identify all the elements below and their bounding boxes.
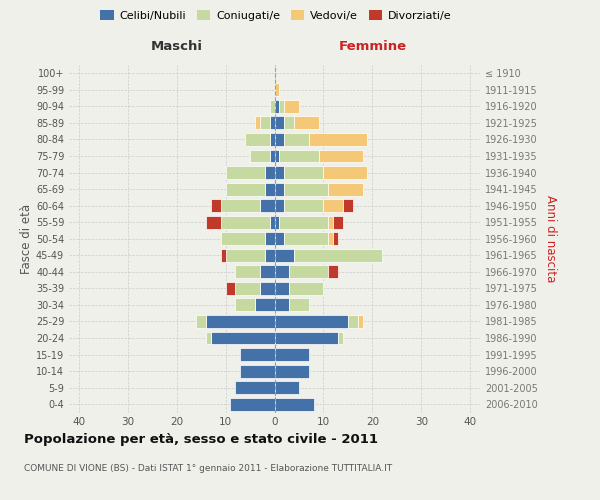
Bar: [235, 266, 260, 278]
Y-axis label: Anni di nascita: Anni di nascita: [544, 195, 557, 282]
Bar: [280, 150, 319, 162]
Bar: [284, 182, 328, 196]
Bar: [338, 332, 343, 344]
Bar: [245, 133, 269, 146]
Bar: [358, 315, 362, 328]
Bar: [275, 166, 284, 179]
Bar: [275, 315, 348, 328]
Bar: [265, 249, 275, 262]
Legend: Celibi/Nubili, Coniugati/e, Vedovi/e, Divorziati/e: Celibi/Nubili, Coniugati/e, Vedovi/e, Di…: [96, 6, 456, 25]
Bar: [255, 116, 260, 130]
Bar: [275, 266, 289, 278]
Bar: [289, 266, 328, 278]
Bar: [230, 398, 275, 410]
Bar: [294, 249, 382, 262]
Bar: [284, 100, 299, 113]
Bar: [284, 116, 294, 130]
Bar: [226, 166, 265, 179]
Bar: [206, 315, 275, 328]
Bar: [221, 232, 265, 245]
Bar: [275, 100, 280, 113]
Bar: [275, 150, 280, 162]
Bar: [275, 84, 280, 96]
Bar: [328, 232, 333, 245]
Bar: [280, 100, 284, 113]
Bar: [265, 182, 275, 196]
Bar: [255, 298, 275, 312]
Bar: [275, 199, 284, 212]
Bar: [284, 133, 309, 146]
Bar: [265, 166, 275, 179]
Text: Popolazione per età, sesso e stato civile - 2011: Popolazione per età, sesso e stato civil…: [24, 432, 378, 446]
Bar: [280, 216, 328, 228]
Bar: [260, 116, 269, 130]
Bar: [235, 381, 275, 394]
Bar: [328, 182, 362, 196]
Bar: [221, 199, 260, 212]
Bar: [269, 100, 275, 113]
Bar: [284, 232, 328, 245]
Bar: [309, 133, 367, 146]
Text: COMUNE DI VIONE (BS) - Dati ISTAT 1° gennaio 2011 - Elaborazione TUTTITALIA.IT: COMUNE DI VIONE (BS) - Dati ISTAT 1° gen…: [24, 464, 392, 473]
Text: Femmine: Femmine: [338, 40, 406, 54]
Bar: [275, 232, 284, 245]
Bar: [269, 133, 275, 146]
Text: Maschi: Maschi: [151, 40, 203, 54]
Bar: [319, 150, 362, 162]
Bar: [206, 216, 221, 228]
Bar: [235, 298, 255, 312]
Bar: [275, 133, 284, 146]
Bar: [206, 332, 211, 344]
Bar: [294, 116, 319, 130]
Bar: [221, 249, 226, 262]
Bar: [211, 332, 275, 344]
Bar: [269, 216, 275, 228]
Bar: [275, 182, 284, 196]
Bar: [289, 282, 323, 295]
Bar: [284, 199, 323, 212]
Bar: [275, 249, 294, 262]
Bar: [333, 232, 338, 245]
Bar: [226, 182, 265, 196]
Bar: [284, 166, 323, 179]
Bar: [260, 282, 275, 295]
Bar: [275, 116, 284, 130]
Bar: [269, 116, 275, 130]
Bar: [343, 199, 353, 212]
Bar: [275, 398, 314, 410]
Bar: [275, 282, 289, 295]
Bar: [226, 282, 235, 295]
Bar: [289, 298, 309, 312]
Bar: [275, 332, 338, 344]
Bar: [275, 216, 280, 228]
Bar: [333, 216, 343, 228]
Bar: [275, 298, 289, 312]
Bar: [260, 266, 275, 278]
Bar: [275, 381, 299, 394]
Bar: [196, 315, 206, 328]
Bar: [269, 150, 275, 162]
Bar: [211, 199, 221, 212]
Bar: [323, 199, 343, 212]
Bar: [275, 348, 309, 361]
Bar: [348, 315, 358, 328]
Bar: [235, 282, 260, 295]
Bar: [250, 150, 269, 162]
Y-axis label: Fasce di età: Fasce di età: [20, 204, 33, 274]
Bar: [226, 249, 265, 262]
Bar: [323, 166, 367, 179]
Bar: [265, 232, 275, 245]
Bar: [240, 348, 275, 361]
Bar: [221, 216, 269, 228]
Bar: [275, 364, 309, 378]
Bar: [240, 364, 275, 378]
Bar: [328, 216, 333, 228]
Bar: [260, 199, 275, 212]
Bar: [328, 266, 338, 278]
